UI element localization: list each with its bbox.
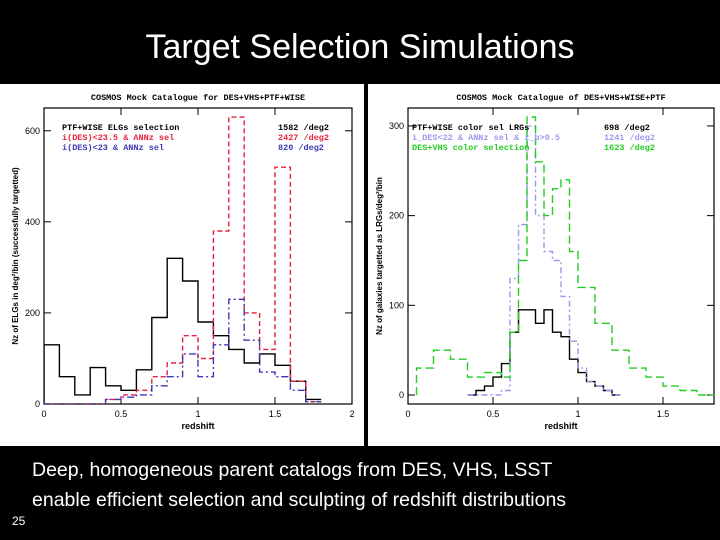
legend-density-2: 1241 /deg2 bbox=[604, 133, 655, 143]
legend-density-3: 820 /deg2 bbox=[278, 143, 324, 153]
series-line-3 bbox=[415, 116, 714, 396]
x-tick-label: 2 bbox=[349, 409, 354, 419]
legend-density-1: 1582 /deg2 bbox=[278, 123, 329, 133]
legend-entry-2: i_DES<22 & ANNz sel & z_p>0.5 bbox=[412, 133, 560, 143]
legend-entry-1: PTF+WISE ELGs selection bbox=[62, 123, 179, 133]
x-tick-label: 0 bbox=[41, 409, 46, 419]
x-tick-label: 1.5 bbox=[269, 409, 282, 419]
caption-line-1: Deep, homogeneous parent catalogs from D… bbox=[32, 459, 553, 481]
x-tick-label: 1.5 bbox=[657, 409, 670, 419]
chart-title: COSMOS Mock Catalogue for DES+VHS+PTF+WI… bbox=[91, 93, 305, 103]
plot-frame bbox=[407, 107, 715, 405]
x-tick-label: 0.5 bbox=[487, 409, 500, 419]
y-axis-label: Nz of galaxies targetted as LRGs/deg²/bi… bbox=[375, 177, 384, 335]
y-tick-label: 100 bbox=[389, 300, 404, 310]
caption-line-2: enable efficient selection and sculpting… bbox=[32, 489, 567, 511]
y-tick-label: 0 bbox=[35, 399, 40, 409]
x-axis-label: redshift bbox=[181, 421, 214, 431]
y-tick-label: 400 bbox=[25, 217, 40, 227]
legend-entry-1: PTF+WISE color sel LRGs bbox=[412, 123, 529, 133]
legend-density-1: 698 /deg2 bbox=[604, 123, 650, 133]
y-tick-label: 200 bbox=[389, 211, 404, 221]
left-chart-panel: COSMOS Mock Catalogue for DES+VHS+PTF+WI… bbox=[0, 84, 364, 446]
chart-title: COSMOS Mock Catalogue of DES+VHS+WISE+PT… bbox=[456, 93, 665, 103]
elg-redshift-chart: COSMOS Mock Catalogue for DES+VHS+PTF+WI… bbox=[11, 93, 355, 431]
slide-title: Target Selection Simulations bbox=[145, 28, 575, 66]
slide-number: 25 bbox=[12, 514, 26, 528]
legend-entry-3: i(DES)<23 & ANNz sel bbox=[62, 143, 164, 153]
x-tick-label: 0 bbox=[405, 409, 410, 419]
y-tick-label: 0 bbox=[399, 390, 404, 400]
legend-density-3: 1623 /deg2 bbox=[604, 143, 655, 153]
y-tick-label: 300 bbox=[389, 121, 404, 131]
series-line-1 bbox=[44, 257, 322, 404]
legend-entry-3: DES+VHS color selection bbox=[412, 143, 529, 153]
legend-entry-2: i(DES)<23.5 & ANNz sel bbox=[62, 133, 174, 143]
right-chart-panel: COSMOS Mock Catalogue of DES+VHS+WISE+PT… bbox=[368, 84, 720, 446]
legend-density-2: 2427 /deg2 bbox=[278, 133, 329, 143]
y-axis-label: Nz of ELGs in deg²/bin (successfully tar… bbox=[11, 167, 20, 345]
x-tick-label: 1 bbox=[575, 409, 580, 419]
series-line-3 bbox=[44, 298, 322, 404]
x-axis-label: redshift bbox=[544, 421, 577, 431]
x-tick-label: 0.5 bbox=[115, 409, 128, 419]
y-tick-label: 200 bbox=[25, 308, 40, 318]
x-tick-label: 1 bbox=[195, 409, 200, 419]
series-line-1 bbox=[467, 309, 621, 396]
series-line-2 bbox=[467, 125, 621, 396]
y-tick-label: 600 bbox=[25, 126, 40, 136]
lrg-redshift-chart: COSMOS Mock Catalogue of DES+VHS+WISE+PT… bbox=[375, 93, 715, 431]
slide-caption: Deep, homogeneous parent catalogs from D… bbox=[32, 455, 712, 515]
